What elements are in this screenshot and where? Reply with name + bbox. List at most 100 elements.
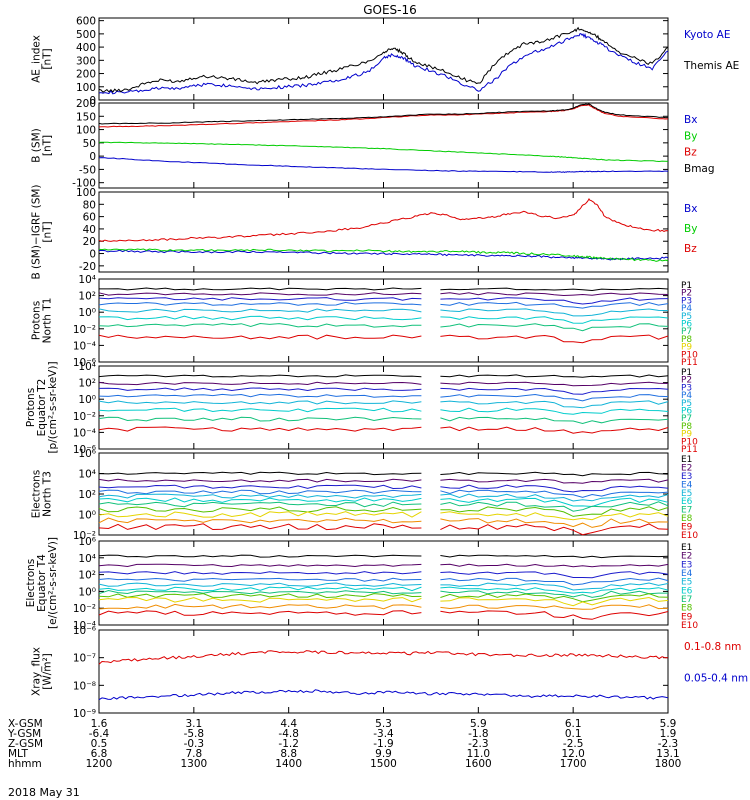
legend-channel: P3 [681, 383, 692, 393]
axis-table-value: 1.6 [91, 718, 108, 730]
y-axis-label: Electrons [25, 559, 37, 608]
axis-table-value: 1200 [86, 758, 113, 770]
y-tick-label: 400 [76, 42, 96, 54]
legend-channel: E3 [681, 560, 692, 570]
axis-row-label: X-GSM [8, 718, 43, 730]
axis-table-value: 12.0 [561, 748, 584, 760]
channel-trace [98, 322, 669, 332]
series-line-Bx [98, 249, 669, 261]
y-tick-label: 60 [83, 212, 96, 224]
channel-trace [98, 563, 669, 568]
y-tick-label: 10⁻⁶ [73, 444, 96, 456]
axis-table-value: 1700 [560, 758, 587, 770]
y-tick-label: 10⁻⁷ [73, 653, 96, 665]
legend-channel: E8 [681, 604, 693, 614]
y-axis-label: [e/(cm²-s-sr-keV)] [47, 537, 59, 629]
channel-trace [98, 586, 669, 594]
legend-channel: P9 [681, 343, 692, 353]
y-axis-label: North T1 [42, 298, 54, 344]
axis-table-value: 9.9 [375, 748, 392, 760]
channel-trace [98, 374, 669, 378]
panel-frame [98, 102, 669, 189]
legend-entry: Bz [684, 147, 697, 159]
legend-channel: E2 [681, 463, 692, 473]
y-axis-label: Electrons [31, 470, 43, 519]
series-line-0.05-0.4 nm [98, 689, 669, 701]
y-tick-label: -100 [72, 178, 96, 190]
axis-table-value: 4.4 [280, 718, 297, 730]
y-tick-label: 100 [76, 187, 96, 199]
channel-trace [98, 426, 669, 434]
legend-channel: P1 [681, 368, 692, 378]
y-tick-label: 80 [83, 199, 96, 211]
legend-channel: E8 [681, 514, 693, 524]
legend-channel: P5 [681, 399, 692, 409]
axis-row-label: Z-GSM [8, 738, 43, 750]
axis-table-value: -2.5 [563, 738, 584, 750]
channel-trace [98, 517, 669, 528]
legend-channel: P1 [681, 281, 692, 291]
channel-trace [98, 297, 669, 305]
y-tick-label: 10⁴ [78, 274, 96, 286]
axis-table-value: 0.5 [91, 738, 108, 750]
axis-row-label: MLT [8, 748, 28, 760]
legend-channel: E6 [681, 497, 693, 507]
y-tick-label: 10⁻⁶ [73, 357, 96, 369]
chart-title: GOES-16 [363, 3, 417, 17]
channel-trace [98, 497, 669, 508]
y-tick-label: 10⁰ [78, 586, 96, 598]
legend-channel: E1 [681, 455, 692, 465]
y-axis-label: [p/(cm²-s-sr-keV)] [47, 361, 59, 453]
y-tick-label: 10² [78, 378, 96, 390]
legend-channel: P6 [681, 407, 692, 417]
legend-entry: Bx [684, 203, 697, 215]
channel-trace [98, 506, 669, 517]
series-line-Bz [98, 104, 669, 128]
data-gap [423, 454, 439, 534]
axis-table-value: 1.9 [660, 728, 677, 740]
legend-entry: Kyoto AE [684, 29, 730, 41]
y-tick-label: 10⁶ [78, 536, 96, 548]
axis-table-value: -2.3 [658, 738, 679, 750]
legend-channel: P4 [681, 304, 692, 314]
axis-table-value: -1.2 [278, 738, 299, 750]
y-tick-label: 10⁰ [78, 307, 96, 319]
y-tick-label: 10⁻² [73, 324, 96, 336]
axis-table-value: -2.3 [468, 738, 489, 750]
legend-channel: E7 [681, 506, 692, 516]
legend-channel: P11 [681, 445, 698, 455]
panel-xray: 10⁻⁶ 10⁻⁷ 10⁻⁸ 10⁻⁹ Xray_flux [W/m²] 0.1-0.8 n… [31, 625, 749, 720]
channel-trace [98, 610, 669, 620]
legend-channel: P2 [681, 289, 692, 299]
y-axis-label: [W/m²] [42, 653, 54, 690]
channel-trace [98, 400, 669, 409]
legend-entry: Themis AE [683, 60, 739, 72]
axis-table-value: 5.3 [375, 718, 392, 730]
axis-table-value: 0.1 [565, 728, 582, 740]
legend-channel: E4 [681, 480, 693, 490]
axis-table-value: -4.8 [278, 728, 299, 740]
channel-trace [98, 387, 669, 395]
panel-ee: 10⁶ 10⁴ 10² 10⁰ 10⁻² 10⁻⁴ Electrons Equator T4[… [25, 536, 698, 632]
legend-channel: P10 [681, 437, 698, 447]
channel-trace [98, 407, 669, 415]
y-tick-label: 40 [83, 224, 96, 236]
y-tick-label: 10⁶ [78, 448, 96, 460]
y-tick-label: 600 [76, 16, 96, 28]
panel-frame [98, 191, 669, 273]
y-tick-label: 10⁻² [73, 411, 96, 423]
legend-channel: P7 [681, 414, 692, 424]
data-gap [423, 367, 439, 448]
y-axis-label: Protons [25, 388, 37, 427]
legend-entry: Bmag [684, 163, 715, 175]
channel-trace [98, 334, 669, 344]
channel-trace [98, 484, 669, 493]
panel-pn: 10⁴ 10² 10⁰ 10⁻² 10⁻⁴ 10⁻⁶ Protons North T1 P1P2… [31, 274, 699, 369]
y-tick-label: 10² [78, 570, 96, 582]
channel-trace [98, 292, 669, 297]
y-tick-label: 200 [76, 69, 96, 81]
panel-frame [98, 629, 669, 714]
y-tick-label: 10⁻⁴ [73, 340, 96, 352]
